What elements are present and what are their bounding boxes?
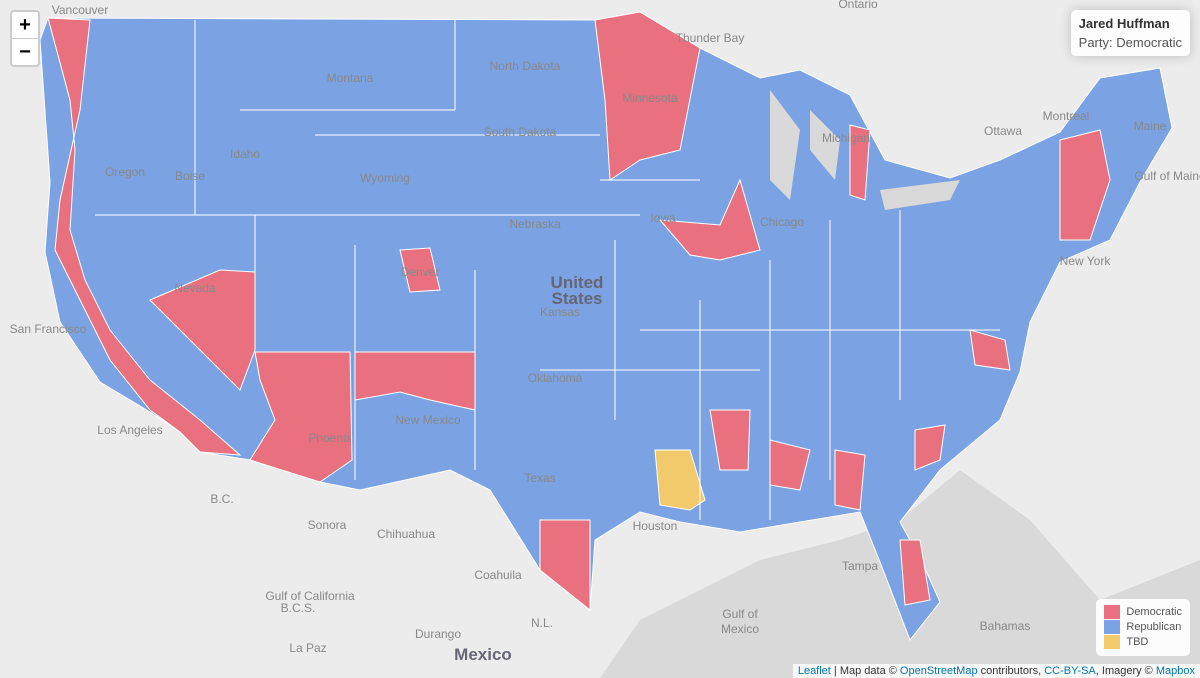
place-label: Gulf of Maine [1134,169,1200,183]
place-label: Chicago [760,215,804,229]
legend-swatch [1104,635,1121,650]
place-label: Iowa [650,211,676,225]
link[interactable]: OpenStreetMap [899,665,978,677]
place-label: Denver [401,265,440,279]
democratic-district[interactable] [969,329,1011,371]
legend-label: TBD [1126,636,1149,648]
democratic-district[interactable] [249,351,353,483]
legend-label: Republican [1126,621,1182,633]
place-label: Ottawa [984,124,1022,138]
party-label: Party: [1078,35,1113,50]
legend-item: TBD [1104,635,1182,650]
place-label: South Dakota [484,125,557,139]
legend-swatch [1104,605,1121,620]
democratic-district[interactable] [914,424,946,471]
legend-item: Republican [1104,620,1182,635]
place-label: Wyoming [360,171,410,185]
place-label: Houston [633,519,678,533]
place-label: Montreal [1043,109,1090,123]
text: contributors, [977,665,1045,677]
democratic-district[interactable] [47,17,242,456]
place-label: Durango [415,627,461,641]
democratic-district[interactable] [899,539,931,606]
democratic-district[interactable] [594,11,701,181]
place-label: Bahamas [980,619,1031,633]
place-label: States [551,289,602,308]
place-label: Gulf of [722,607,758,621]
place-label: Vancouver [52,3,108,17]
place-label: Nevada [174,281,216,295]
zoom-control: + − [10,10,40,67]
democratic-district[interactable] [709,409,751,471]
link[interactable]: CC-BY-SA [1044,665,1096,677]
place-label: Ontario [838,0,878,11]
democratic-district[interactable] [1059,129,1111,241]
link[interactable]: Mapbox [1155,665,1195,677]
place-label: Kansas [540,305,580,319]
place-label: Mexico [721,622,759,636]
tbd-district[interactable] [654,449,706,511]
zoom-out[interactable]: − [19,41,31,63]
place-label: B.C. [210,492,233,506]
legend-label: Democratic [1126,606,1182,618]
place-label: United [551,273,604,292]
info-box: Jared Huffman Party: Democratic [1070,10,1190,56]
representative-name: Jared Huffman [1078,16,1170,31]
party-value: Democratic [1116,35,1182,50]
place-label: Michigan [822,131,870,145]
link[interactable]: Leaflet [797,665,831,677]
legend-swatch [1104,620,1121,635]
place-label: New York [1060,254,1112,268]
place-label: Tampa [842,559,878,573]
democratic-district[interactable] [834,449,866,511]
attribution: Leaflet | Map data © OpenStreetMap contr… [792,664,1200,678]
place-label: Nebraska [509,217,561,231]
place-label: Oklahoma [528,371,583,385]
place-label: Thunder Bay [676,31,745,45]
democratic-district[interactable] [399,247,441,293]
place-label: Oregon [105,165,145,179]
legend: Democratic Republican TBD [1096,599,1190,656]
place-label: San Francisco [10,322,87,336]
zoom-in[interactable]: + [12,12,38,39]
place-label: Idaho [230,147,260,161]
place-label: La Paz [289,641,326,655]
democratic-district[interactable] [539,519,591,612]
place-label: Texas [524,471,555,485]
text: , Imagery © [1095,665,1156,677]
democratic-district[interactable] [849,124,871,201]
place-label: Los Angeles [97,423,162,437]
place-label: North Dakota [490,59,561,73]
place-label: Coahuila [474,568,522,582]
place-label: New Mexico [395,413,461,427]
place-label: Phoenix [308,431,351,445]
place-label: Boise [175,169,205,183]
place-label: N.L. [531,616,553,630]
place-label: Mexico [454,645,512,664]
place-label: Maine [1134,119,1167,133]
place-label: Chihuahua [377,527,435,541]
district-borders [95,20,1000,520]
place-label: B.C.S. [281,601,316,615]
place-label: Gulf of California [265,589,355,603]
legend-item: Democratic [1104,605,1182,620]
place-label: Sonora [308,518,347,532]
text: | Map data © [830,665,900,677]
great-lakes [770,90,960,210]
place-label: Minnesota [622,91,678,105]
place-label: Montana [327,71,374,85]
democratic-district[interactable] [658,178,761,261]
